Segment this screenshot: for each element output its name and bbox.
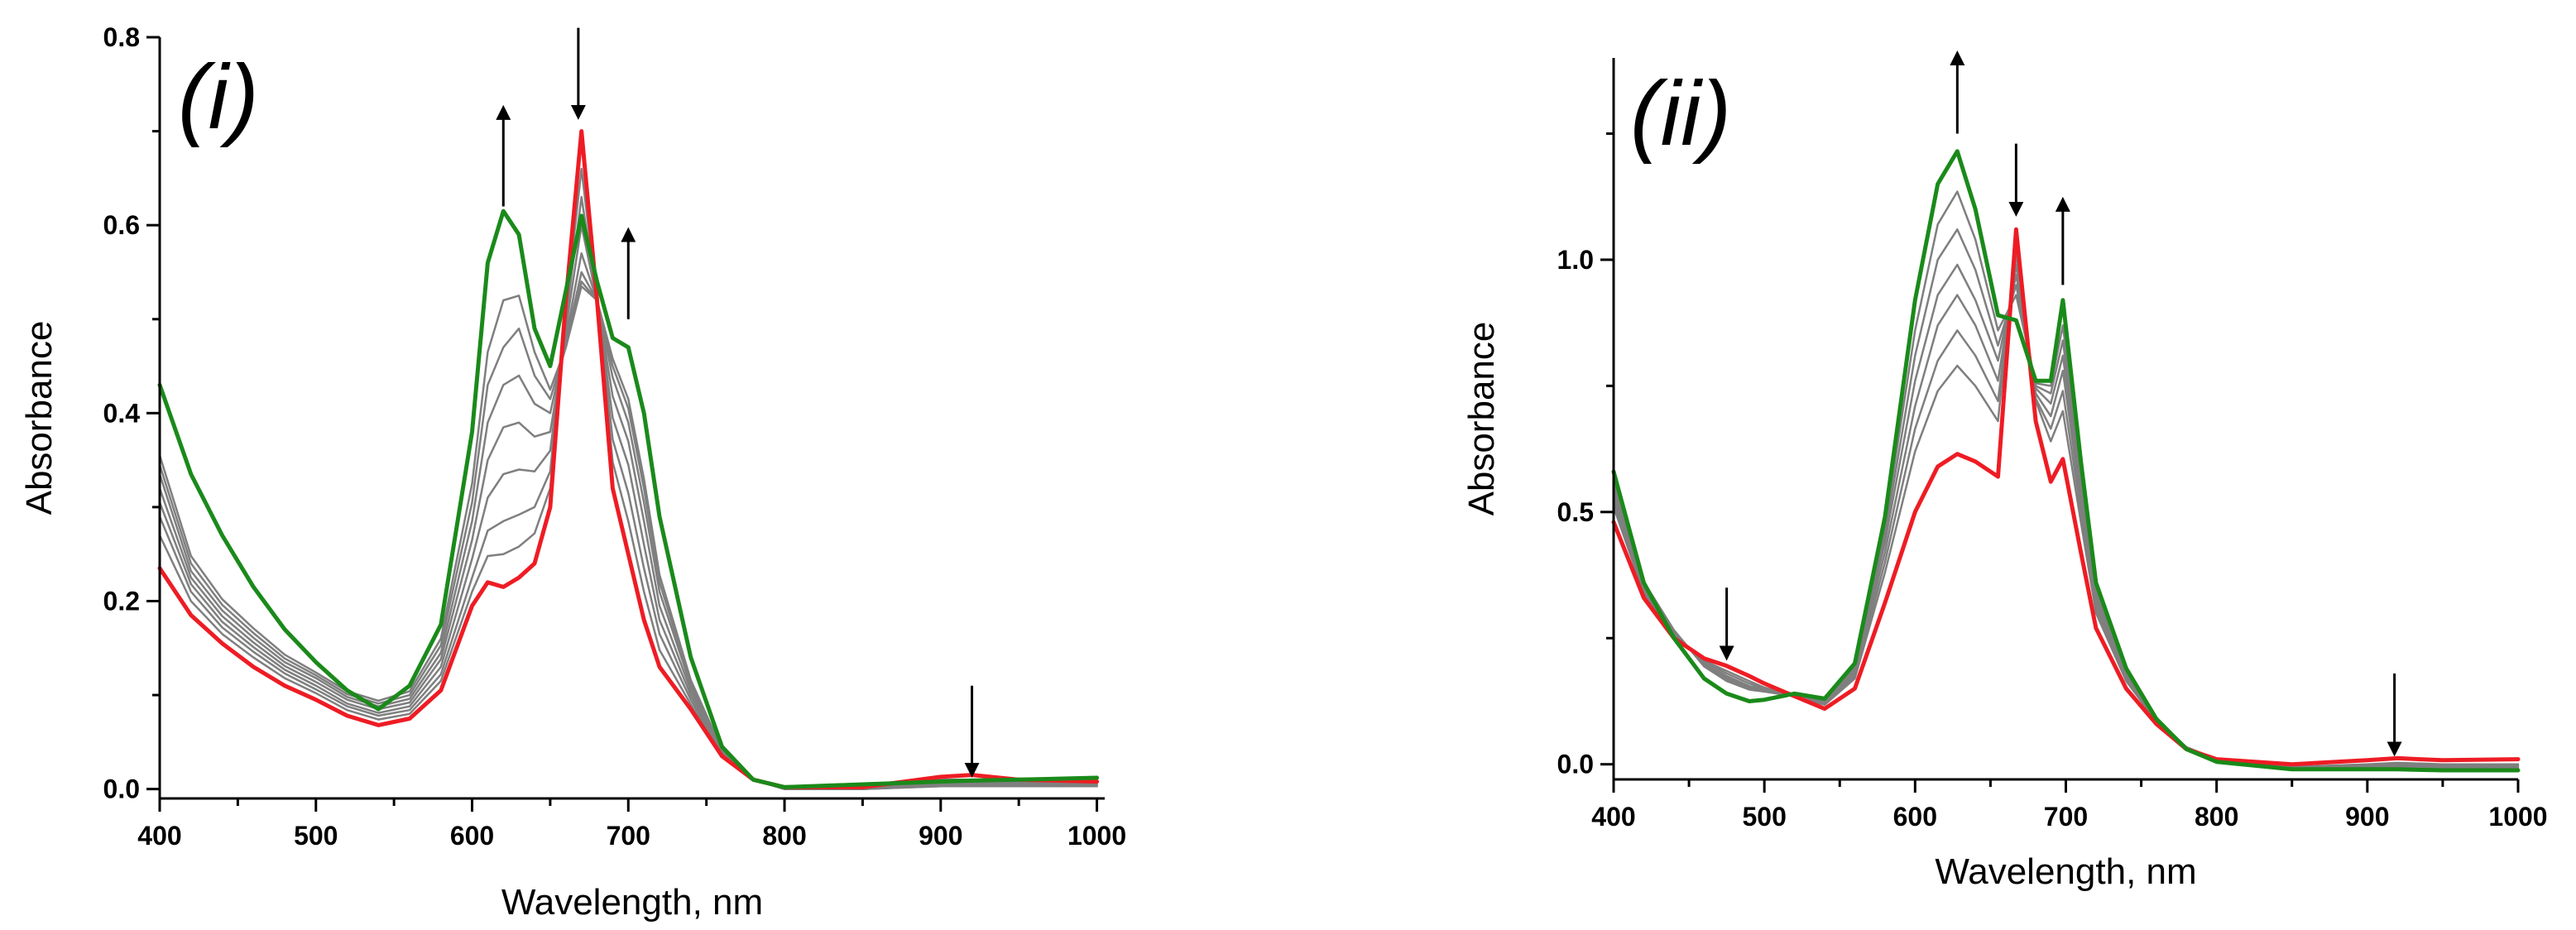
- x-tick-label: 900: [2345, 802, 2389, 832]
- series-line-scan-6: [158, 280, 1098, 790]
- x-tick-label: 800: [762, 821, 806, 851]
- x-tick-label: 700: [2044, 802, 2088, 832]
- x-tick-label: 500: [294, 821, 338, 851]
- series-line-final: [1611, 149, 2521, 773]
- panel-label: (i): [178, 46, 259, 148]
- x-tick-label: 700: [607, 821, 650, 851]
- x-tick-label: 400: [1591, 802, 1635, 832]
- x-tick-label: 600: [450, 821, 494, 851]
- x-axis-title: Wavelength, nm: [1935, 851, 2196, 892]
- chart-panel-i: 400 500 600 700 800 900 1000 0.0 0.2 0.4 0.6 0.8 Wav…: [19, 22, 1126, 923]
- series-line-scan-7: [158, 285, 1098, 790]
- series-line-initial: [1611, 227, 2521, 767]
- series-line-initial: [157, 129, 1100, 789]
- x-tick-label: 500: [1742, 802, 1786, 832]
- x-tick-label: 1000: [1067, 821, 1126, 851]
- x-tick-label: 400: [137, 821, 181, 851]
- chart-panel-ii: 400 500 600 700 800 900 1000 0.0 0.5 1.0 Wavelengt…: [1461, 50, 2548, 892]
- y-tick-label: 0.4: [103, 398, 141, 428]
- panel-label: (ii): [1630, 63, 1731, 165]
- y-tick-label: 0.5: [1557, 497, 1594, 527]
- series-line-final: [157, 209, 1100, 789]
- x-tick-label: 800: [2195, 802, 2238, 832]
- y-tick-label: 0.8: [103, 22, 140, 52]
- x-axis-title: Wavelength, nm: [501, 882, 763, 923]
- y-tick-label: 0.2: [103, 586, 140, 616]
- y-tick-label: 1.0: [1557, 245, 1594, 275]
- x-tick-label: 600: [1893, 802, 1937, 832]
- y-tick-label: 0.0: [1557, 750, 1594, 779]
- y-tick-label: 0.6: [103, 210, 140, 240]
- x-tick-label: 900: [919, 821, 962, 851]
- y-tick-label: 0.0: [103, 774, 140, 804]
- x-tick-label: 1000: [2488, 802, 2547, 832]
- y-axis-title: Absorbance: [19, 321, 60, 515]
- y-axis-title: Absorbance: [1461, 322, 1502, 516]
